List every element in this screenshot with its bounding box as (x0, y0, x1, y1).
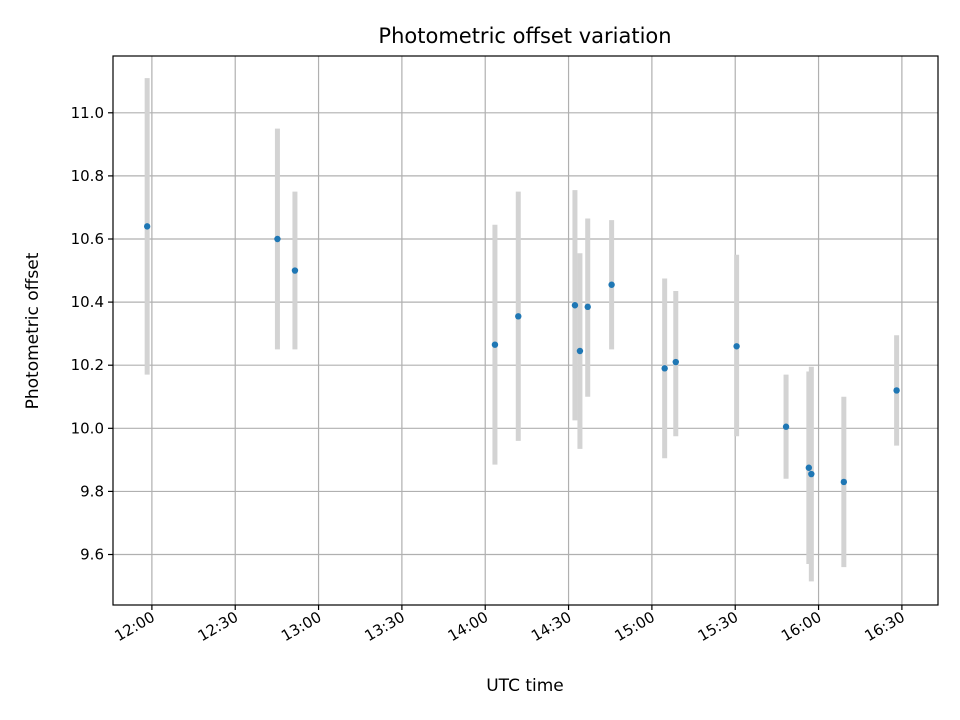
x-tick-label: 12:00 (111, 608, 157, 645)
data-point (661, 365, 668, 372)
data-point (515, 313, 522, 320)
data-point (584, 303, 591, 311)
y-tick-label: 10.4 (71, 293, 104, 311)
x-tick-label: 14:00 (445, 608, 491, 645)
x-tick-label: 14:30 (528, 608, 574, 645)
x-axis-ticks: 12:00 12:30 13:00 13:30 14:00 14:30 15:00 15:30… (111, 605, 908, 645)
x-tick-label: 13:30 (361, 608, 407, 645)
x-tick-label: 13:00 (278, 608, 324, 645)
point-layer (143, 223, 900, 486)
data-point (893, 387, 900, 394)
data-point (491, 341, 499, 348)
data-point (840, 478, 848, 486)
y-axis-ticks: 9.6 9.8 10.0 10.2 10.4 10.6 10.8 11.0 (71, 104, 113, 564)
data-point (733, 343, 740, 350)
y-tick-label: 10.6 (71, 230, 104, 248)
y-axis-label: Photometric offset (23, 252, 43, 409)
data-point (274, 235, 281, 243)
data-point (805, 464, 813, 471)
data-point (571, 302, 579, 309)
data-point (291, 267, 299, 274)
x-tick-label: 15:30 (695, 608, 741, 645)
plot-frame (112, 55, 939, 606)
data-point (608, 281, 615, 288)
chart-title: Photometric offset variation (378, 24, 671, 48)
x-tick-label: 15:00 (611, 608, 657, 645)
x-tick-label: 16:00 (778, 608, 824, 645)
data-point (782, 423, 790, 430)
grid-layer (113, 56, 938, 605)
x-axis-label: UTC time (486, 676, 564, 696)
y-tick-label: 9.8 (80, 482, 104, 500)
data-point (672, 358, 679, 366)
y-tick-label: 10.2 (71, 356, 104, 374)
data-point (808, 470, 815, 478)
x-tick-label: 12:30 (195, 608, 241, 645)
y-tick-label: 11.0 (71, 104, 104, 122)
y-tick-label: 10.8 (71, 167, 104, 185)
y-tick-label: 10.0 (71, 419, 104, 437)
x-tick-label: 16:30 (861, 608, 907, 645)
y-tick-label: 9.6 (80, 546, 104, 564)
errorbar-layer (144, 78, 900, 582)
data-point (576, 347, 584, 355)
data-point (143, 223, 151, 230)
